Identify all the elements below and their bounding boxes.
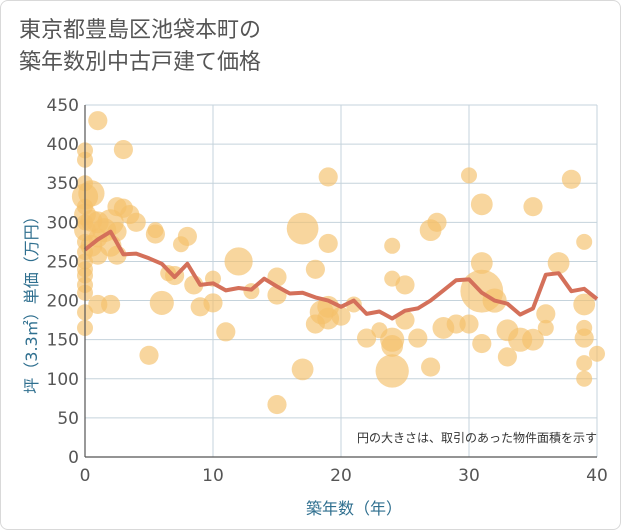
bubble-point [318, 167, 338, 187]
bubble-point [395, 275, 415, 295]
bubble-point [305, 259, 325, 279]
axes [84, 105, 597, 458]
y-tick-label: 400 [47, 135, 79, 155]
y-tick-label: 150 [47, 331, 79, 351]
y-tick-label: 200 [47, 292, 79, 312]
bubble-point [357, 328, 377, 348]
tick-labels: 0 50 100 150 200 250 300 350 400 450 0 10 20 30 40 [47, 96, 608, 486]
bubble-point [384, 237, 401, 254]
bubble-point [461, 167, 477, 184]
bubble-point [421, 357, 441, 377]
bubble-point [126, 212, 146, 232]
bubble-point [470, 193, 493, 216]
bubble-point [291, 358, 314, 381]
x-tick-label: 20 [330, 466, 352, 486]
y-tick-label: 450 [47, 96, 79, 116]
bubble-point [216, 322, 236, 342]
x-axis-title: 築年数（年） [306, 499, 402, 518]
bubble-point [536, 304, 556, 324]
y-tick-label: 100 [47, 370, 79, 390]
bubble-point [573, 293, 596, 316]
bubble-point [576, 233, 593, 250]
bubble-point [427, 212, 447, 232]
bubble-point [78, 180, 105, 207]
bubble-point [576, 355, 593, 372]
bubble-point [547, 252, 570, 274]
bubble-point [537, 319, 554, 336]
chart-title: 東京都豊島区池袋本町の 築年数別中古戸建て価格 [19, 18, 262, 75]
bubble-point [523, 197, 543, 217]
bubble-point [497, 347, 517, 367]
bubble-point [472, 334, 492, 354]
bubble-point [574, 328, 594, 348]
y-tick-label: 50 [57, 409, 79, 429]
bubble-point [286, 212, 319, 245]
bubble-point [139, 345, 159, 365]
bubble-point [224, 247, 253, 276]
bubble-point [459, 314, 479, 334]
bubble-point [381, 335, 404, 357]
y-tick-label: 0 [68, 448, 79, 468]
size-annotation: 円の大きさは、取引のあった物件面積を示す [357, 430, 597, 445]
bubble-point [470, 252, 493, 274]
bubble-point [589, 345, 605, 362]
bubble-point [147, 222, 164, 239]
trend-line [83, 229, 599, 321]
y-tick-label: 300 [47, 213, 79, 233]
grid-lines [84, 104, 598, 458]
y-tick-label: 350 [47, 174, 79, 194]
y-axis-title: 坪（3.3㎡）単価（万円） [22, 208, 41, 393]
bubble-point [177, 226, 197, 246]
bubble-point [576, 370, 593, 387]
y-tick-label: 250 [47, 252, 79, 272]
bubble-point [267, 395, 287, 415]
bubble-point [318, 233, 338, 254]
bubble-point [522, 328, 544, 351]
bubble-point [88, 111, 108, 131]
x-tick-label: 40 [586, 466, 608, 486]
bubble-point [203, 293, 223, 313]
bubble-point [113, 140, 133, 160]
bubble-layer [71, 111, 605, 415]
x-tick-label: 0 [80, 466, 91, 486]
bubble-point [375, 354, 409, 388]
bubble-point [101, 294, 121, 315]
x-tick-label: 30 [458, 466, 480, 486]
bubble-point [331, 306, 351, 326]
bubble-point [149, 290, 174, 315]
bubble-point [561, 169, 581, 189]
bubble-point [408, 328, 428, 348]
x-tick-label: 10 [202, 466, 224, 486]
